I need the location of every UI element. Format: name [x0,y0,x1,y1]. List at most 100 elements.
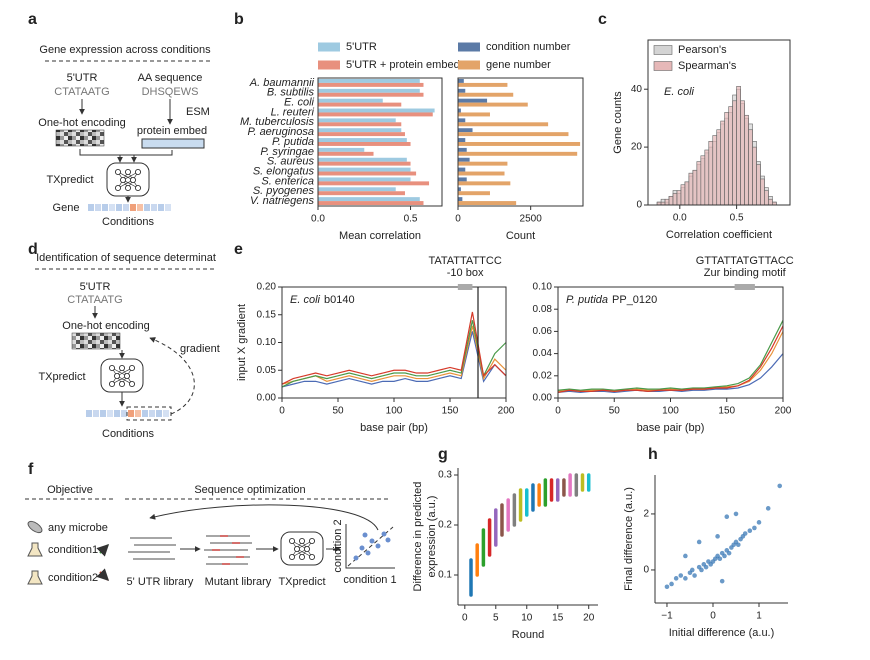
bar [458,147,467,152]
annotation: E. coli [664,86,695,98]
bar [318,128,402,133]
diagram-f: Objective Sequence optimization any micr… [25,484,397,588]
diagram-a: Gene expression across conditions 5'UTR … [38,44,211,228]
aa-sequence: DHSQEWS [142,86,199,98]
legend-swatch [458,60,480,70]
motif-box [734,284,755,290]
utr-label: 5'UTR [80,281,111,293]
up-arrow [96,543,110,557]
point [742,531,748,536]
x-tick-label: 200 [775,406,792,417]
utr-sequence: CTATAATG [67,294,122,306]
annotation: P. putida PP_0120 [566,294,657,306]
bar [458,171,505,176]
category-label: L. reuteri [271,106,315,118]
point [724,514,730,520]
panel-label: b [234,11,244,28]
x-axis-label: base pair (bp) [637,422,705,434]
y-axis-label: expression (a.u.) [426,496,438,578]
histogram-bar [692,169,698,206]
diagram-d: Identification of sequence determinat 5'… [35,252,220,440]
x-tick-label: 10 [521,613,533,624]
panel-label: f [28,461,34,478]
objective-title: Objective [47,484,93,496]
optimization-title: Sequence optimization [194,484,305,496]
x-tick-label: −1 [661,611,673,622]
bar [318,78,420,83]
aa-label: AA sequence [138,72,203,84]
motif-sequence: GTTATTATGTTACC [696,255,794,267]
point [699,567,704,573]
point [683,576,688,581]
panel-label: d [28,241,38,258]
histogram-bar [756,164,761,206]
x-tick-label: 5 [493,613,499,624]
utr-sequence: CTATAATG [54,86,109,98]
category-label: A. baumannii [249,77,315,89]
gene-label: Gene [53,202,80,214]
model-label: TXpredict [278,576,325,588]
motif-note: -10 box [447,267,484,279]
bar [318,171,417,176]
x-tick-label: 15 [552,613,564,624]
category-label: P. aeruginosa [248,126,314,138]
y-tick-label: 2 [643,509,649,520]
onehot-grid [55,129,105,147]
diagram-title: Gene expression across conditions [39,44,211,56]
point [747,528,753,534]
bar [458,102,528,107]
x-tick-label: 0.0 [673,213,687,224]
histogram-bar [748,129,753,206]
category-label: V. natriegens [250,195,315,207]
histogram-bar [716,129,722,206]
x-axis-label: base pair (bp) [360,422,428,434]
bar [458,157,470,162]
legend-swatch [318,60,340,70]
histogram-bar [696,161,702,206]
bar [458,122,549,127]
conditions-label: Conditions [102,216,154,228]
x-tick-label: 50 [609,406,621,417]
bar [318,82,424,87]
x-axis-label: Count [506,230,535,242]
motif-box [457,284,473,290]
bar [318,191,405,196]
point [733,511,739,517]
point [703,564,709,570]
histogram-bar [760,178,765,206]
histogram-bar [672,193,678,206]
annotation-gene: b0140 [324,294,355,306]
y-tick-label: 0.08 [533,304,553,315]
category-label: M. tuberculosis [240,116,314,128]
embed-label: protein embed [137,125,207,137]
bar [458,98,488,103]
bar [458,177,467,182]
x-tick-label: 2500 [520,214,543,225]
esm-label: ESM [186,106,210,118]
legend-swatch [653,45,673,55]
histogram-bar [700,155,706,206]
y-tick-label: 0.06 [533,326,553,337]
histogram-bar [712,135,718,206]
legend-label: 5'UTR + protein embed [346,59,460,71]
x-tick-label: 0.5 [730,213,744,224]
line [281,325,507,385]
gradient-label: gradient [180,343,220,355]
point [669,581,674,587]
point [715,534,720,539]
panel-label: h [648,446,658,463]
bar [458,167,466,172]
category-label: P. putida [272,136,314,148]
axes-frame [317,77,443,207]
bar [458,92,514,97]
y-tick-label: 0 [643,565,649,576]
objective-item: condition2 [48,572,98,584]
x-tick-label: 0 [279,406,285,417]
point [673,576,679,581]
point [765,506,771,511]
histogram-bar [708,141,714,206]
point [683,553,688,559]
histogram-bar [720,120,725,206]
bar [318,181,430,186]
